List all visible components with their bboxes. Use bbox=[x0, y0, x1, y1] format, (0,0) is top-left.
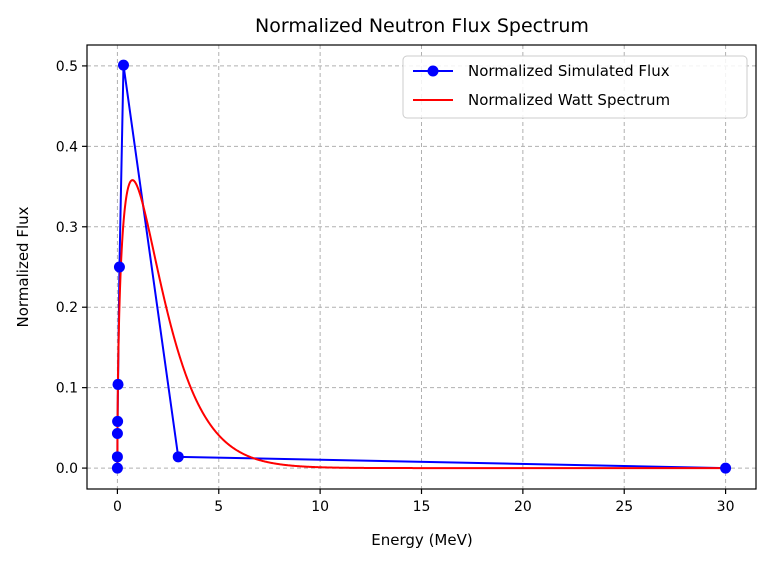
x-axis-label: Energy (MeV) bbox=[371, 531, 472, 549]
y-tick-label: 0.2 bbox=[56, 300, 78, 316]
simulated-flux-point bbox=[117, 59, 129, 71]
x-tick-label: 30 bbox=[717, 499, 735, 515]
simulated-flux-point bbox=[113, 261, 125, 273]
watt-spectrum-line bbox=[116, 179, 726, 470]
y-tick-label: 0.5 bbox=[56, 59, 78, 75]
simulated-flux-point bbox=[111, 451, 123, 463]
legend-box bbox=[402, 55, 748, 119]
x-tick-label: 5 bbox=[214, 499, 223, 515]
x-tick-label: 10 bbox=[311, 499, 329, 515]
simulated-flux-point bbox=[112, 378, 124, 390]
legend-marker-simulated bbox=[427, 65, 439, 77]
x-tick-label: 20 bbox=[514, 499, 532, 515]
y-tick-label: 0.1 bbox=[56, 381, 78, 397]
simulated-flux-point bbox=[720, 462, 732, 474]
simulated-flux-point bbox=[112, 415, 124, 427]
x-tick-label: 25 bbox=[615, 499, 633, 515]
y-axis-label: Normalized Flux bbox=[14, 206, 32, 327]
axis-ticks: 0 5 10 15 20 25 30 0.0 0.1 0.2 0.3 0.4 0.5 bbox=[56, 59, 735, 515]
legend: Normalized Simulated Flux Normalized Wat… bbox=[402, 55, 748, 119]
y-tick-label: 0.0 bbox=[56, 461, 78, 477]
plot-area bbox=[111, 59, 732, 474]
y-tick-label: 0.3 bbox=[56, 220, 78, 236]
simulated-flux-point bbox=[111, 428, 123, 439]
y-tick-label: 0.4 bbox=[56, 139, 78, 155]
simulated-flux-point bbox=[111, 462, 123, 474]
grid bbox=[87, 45, 756, 489]
legend-label-watt: Normalized Watt Spectrum bbox=[468, 91, 670, 109]
legend-label-simulated: Normalized Simulated Flux bbox=[468, 62, 670, 80]
simulated-flux-point bbox=[172, 451, 184, 463]
x-tick-label: 15 bbox=[413, 499, 431, 515]
chart-title: Normalized Neutron Flux Spectrum bbox=[255, 15, 589, 37]
x-tick-label: 0 bbox=[113, 499, 122, 515]
